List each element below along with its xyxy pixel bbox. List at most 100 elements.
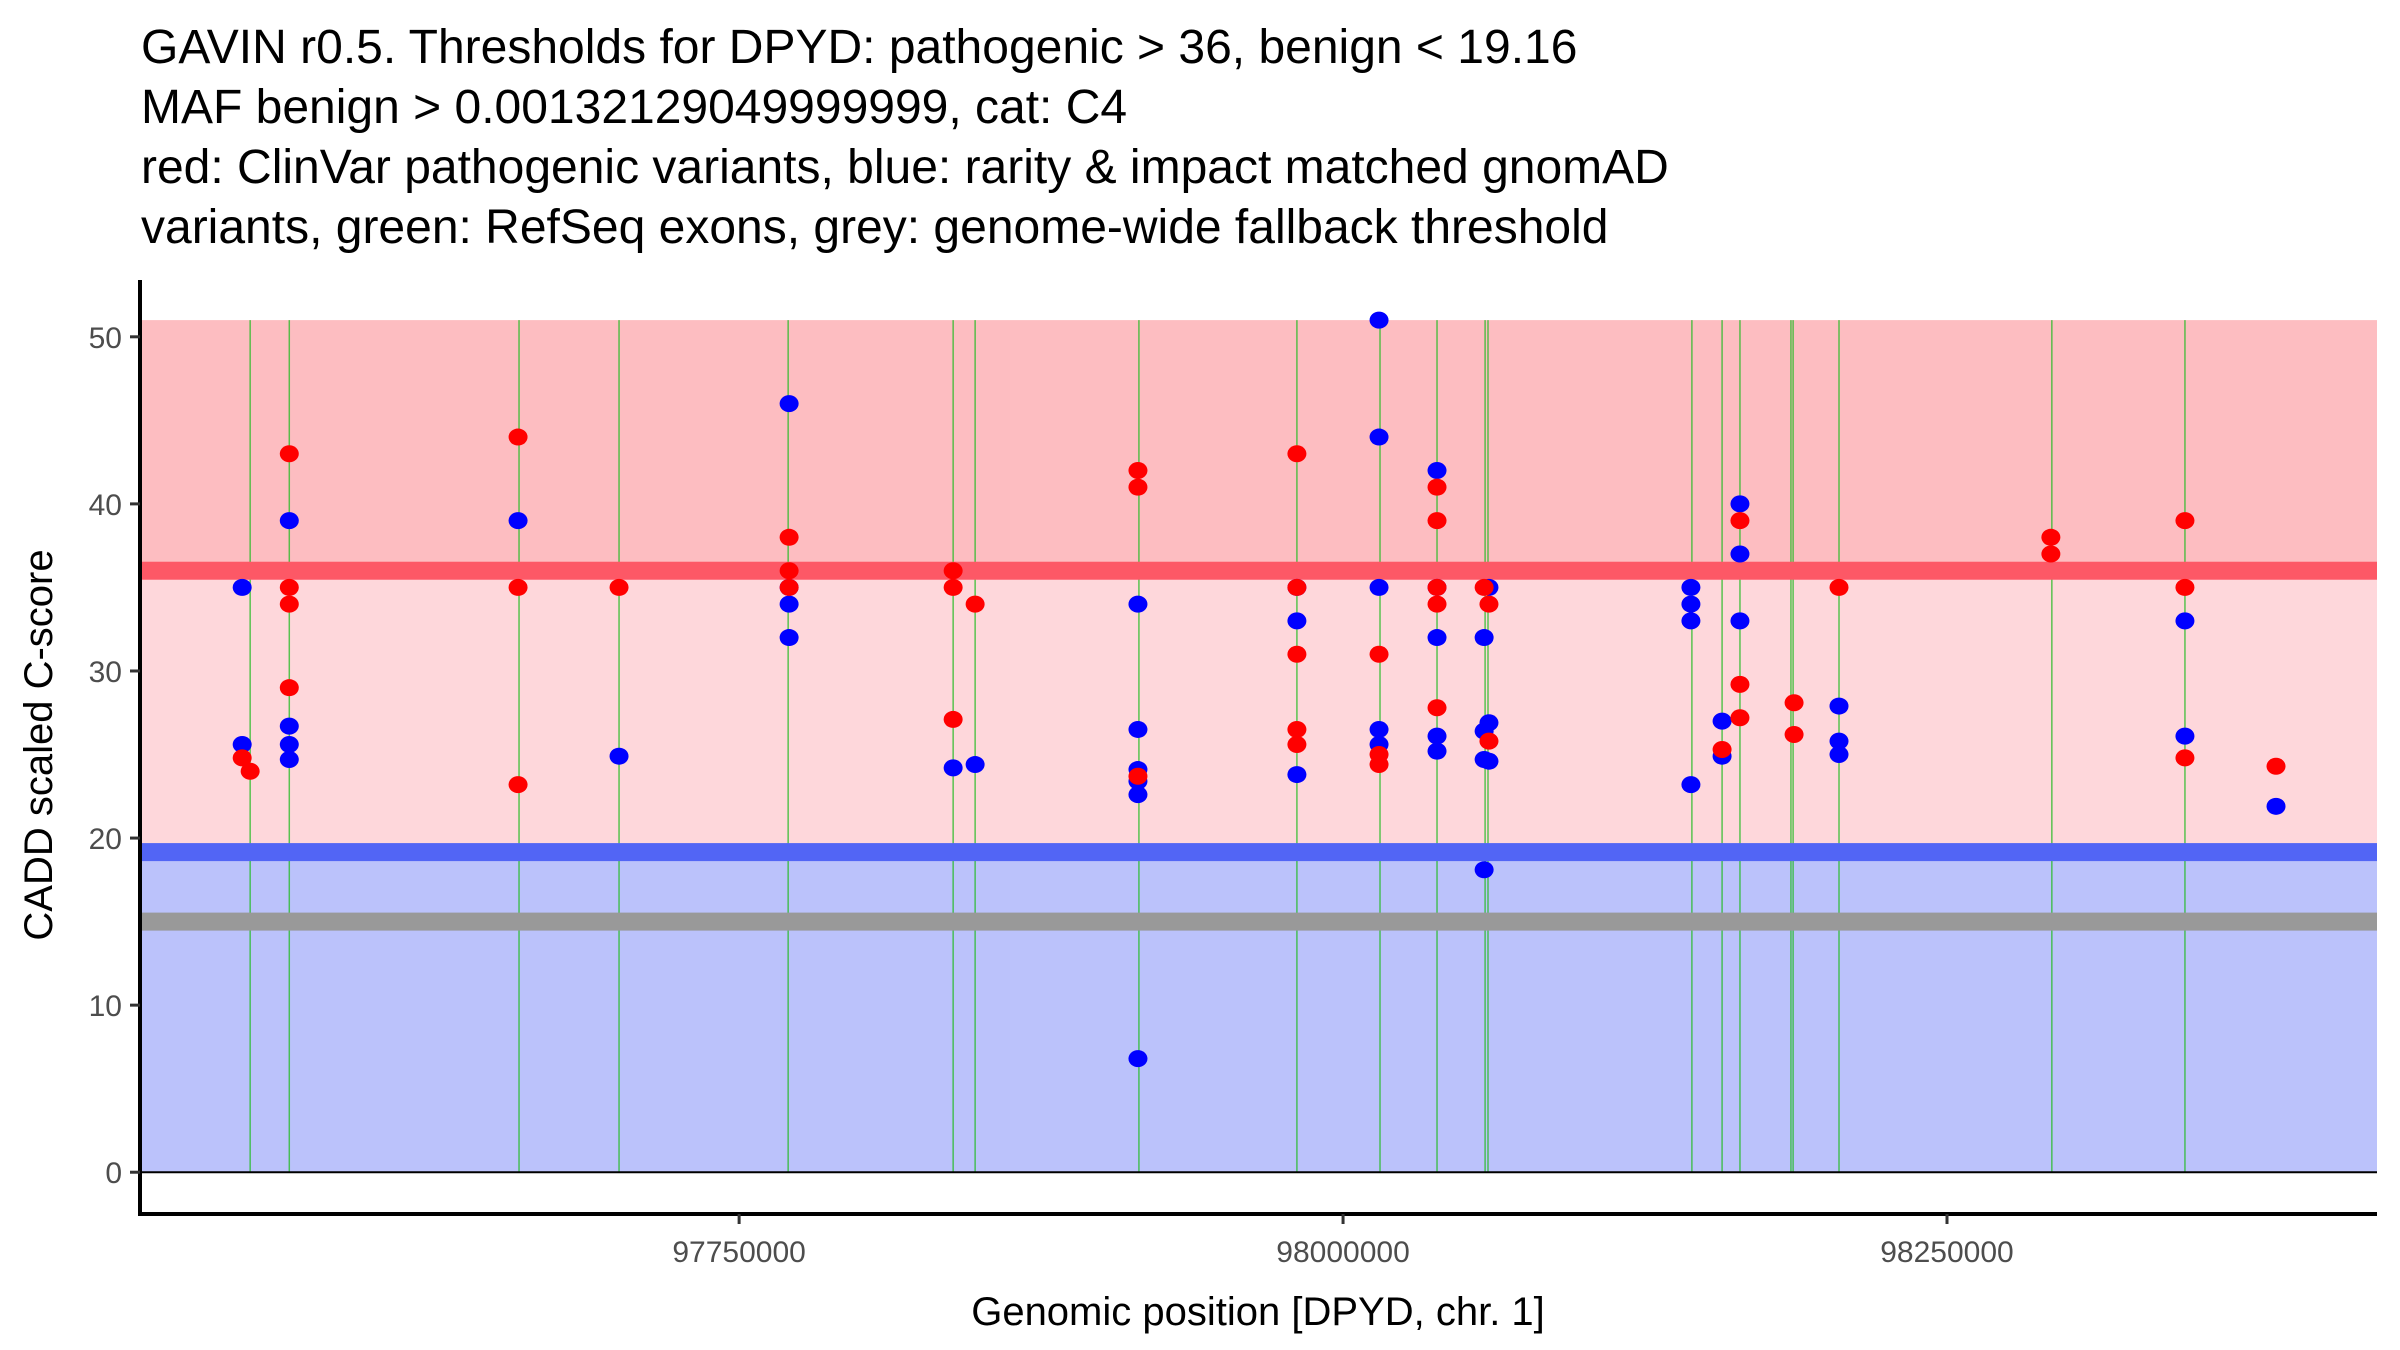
clinvar-point: [279, 595, 299, 613]
gnomad-point: [943, 759, 963, 777]
gnomad-point: [1427, 727, 1447, 745]
clinvar-point: [1128, 767, 1148, 785]
clinvar-point: [943, 710, 963, 728]
clinvar-point: [1427, 699, 1447, 717]
gnomad-point: [1474, 629, 1494, 647]
gnomad-point: [1128, 595, 1148, 613]
gnomad-point: [1681, 776, 1701, 794]
clinvar-point: [1479, 595, 1499, 613]
gnomad-point: [1369, 311, 1389, 329]
clinvar-point: [1730, 675, 1750, 693]
clinvar-point: [1287, 445, 1307, 463]
gnomad-point: [1712, 712, 1732, 730]
gnomad-point: [2175, 612, 2195, 630]
gnomad-point: [1128, 786, 1148, 804]
clinvar-point: [2175, 578, 2195, 596]
clinvar-point: [779, 528, 799, 546]
title-line-2: MAF benign > 0.00132129049999999, cat: C…: [141, 81, 1128, 134]
y-axis-title: CADD scaled C-score: [17, 549, 61, 940]
benign-region: [142, 852, 2377, 1173]
clinvar-point: [1427, 512, 1447, 530]
clinvar-point: [279, 445, 299, 463]
clinvar-point: [609, 578, 629, 596]
gnomad-point: [1829, 746, 1849, 764]
gnomad-point: [1829, 697, 1849, 715]
clinvar-point: [1427, 578, 1447, 596]
x-tick-label: 98250000: [1880, 1236, 2013, 1269]
gnomad-point: [1369, 428, 1389, 446]
x-tick-label: 98000000: [1276, 1236, 1409, 1269]
gnomad-point: [279, 512, 299, 530]
y-tick-label: 0: [105, 1157, 122, 1190]
gnomad-point: [1730, 495, 1750, 513]
y-tick-label: 30: [89, 656, 122, 689]
title-line-3: red: ClinVar pathogenic variants, blue: …: [141, 141, 1669, 194]
clinvar-point: [1287, 578, 1307, 596]
clinvar-point: [240, 762, 260, 780]
clinvar-point: [508, 578, 528, 596]
gnomad-point: [279, 735, 299, 753]
clinvar-point: [2041, 545, 2061, 563]
gnomad-point: [279, 717, 299, 735]
clinvar-point: [508, 428, 528, 446]
clinvar-point: [2175, 749, 2195, 767]
clinvar-point: [1712, 741, 1732, 759]
gnomad-point: [1287, 766, 1307, 784]
clinvar-point: [232, 749, 252, 767]
clinvar-point: [779, 578, 799, 596]
clinvar-point: [1287, 720, 1307, 738]
y-axis-ticks: 0 10 20 30 40 50: [89, 322, 140, 1190]
gnomad-point: [1369, 720, 1389, 738]
gnomad-point: [1369, 578, 1389, 596]
gnomad-point: [965, 756, 985, 774]
benign-threshold-line: [142, 843, 2377, 862]
gnomad-point: [1829, 732, 1849, 750]
gnomad-point: [1287, 612, 1307, 630]
gnomad-point: [1128, 720, 1148, 738]
gnomad-point: [1427, 742, 1447, 760]
vus-region: [142, 570, 2377, 853]
y-tick-label: 50: [89, 322, 122, 355]
gnomad-point: [609, 747, 629, 765]
title-line-1: GAVIN r0.5. Thresholds for DPYD: pathoge…: [141, 21, 1578, 74]
variant-points: [232, 311, 2286, 1068]
clinvar-point: [943, 562, 963, 580]
fallback-threshold-line: [142, 912, 2377, 931]
gnomad-point: [1479, 714, 1499, 732]
gnomad-point: [1730, 612, 1750, 630]
gnomad-point: [508, 512, 528, 530]
clinvar-point: [1287, 735, 1307, 753]
clinvar-point: [965, 595, 985, 613]
clinvar-point: [779, 562, 799, 580]
x-axis-title: Genomic position [DPYD, chr. 1]: [971, 1290, 1545, 1334]
gnomad-point: [2175, 727, 2195, 745]
pathogenic-region: [142, 320, 2377, 571]
threshold-lines: [142, 561, 2377, 931]
clinvar-point: [1479, 732, 1499, 750]
clinvar-point: [1730, 709, 1750, 727]
gnomad-point: [279, 751, 299, 769]
clinvar-point: [1829, 578, 1849, 596]
gnomad-point: [2266, 797, 2286, 815]
clinvar-point: [2175, 512, 2195, 530]
clinvar-point: [279, 578, 299, 596]
y-tick-label: 40: [89, 489, 122, 522]
clinvar-point: [1427, 595, 1447, 613]
gnomad-point: [1730, 545, 1750, 563]
chart-title: GAVIN r0.5. Thresholds for DPYD: pathoge…: [141, 18, 1669, 258]
clinvar-point: [2041, 528, 2061, 546]
x-axis-ticks: 97750000 98000000 98250000: [672, 1214, 2014, 1269]
gnomad-point: [1128, 1050, 1148, 1068]
gnomad-point: [1479, 752, 1499, 770]
clinvar-point: [279, 679, 299, 697]
clinvar-point: [1474, 578, 1494, 596]
clinvar-point: [508, 776, 528, 794]
gnomad-point: [779, 595, 799, 613]
x-tick-label: 97750000: [672, 1236, 805, 1269]
threshold-regions: [142, 320, 2377, 1173]
clinvar-point: [1128, 478, 1148, 496]
axes: [138, 280, 2377, 1216]
gnomad-point: [232, 735, 252, 753]
clinvar-point: [943, 578, 963, 596]
